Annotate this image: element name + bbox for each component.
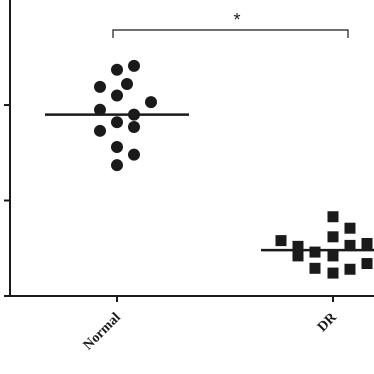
data-point xyxy=(361,258,373,270)
data-point xyxy=(145,96,157,109)
data-point xyxy=(361,237,373,249)
data-point xyxy=(128,59,140,72)
data-point xyxy=(111,116,123,129)
data-point xyxy=(309,262,321,274)
significance-bracket xyxy=(112,29,349,38)
data-point xyxy=(327,250,339,262)
data-point xyxy=(94,124,106,137)
data-point xyxy=(344,239,356,251)
data-point xyxy=(128,148,140,161)
data-point xyxy=(344,222,356,234)
data-point xyxy=(121,78,133,91)
data-point xyxy=(292,250,304,262)
data-point xyxy=(327,267,339,279)
data-point xyxy=(344,263,356,275)
data-point xyxy=(275,235,287,247)
plot-area: Normal DR * xyxy=(4,0,374,353)
data-point xyxy=(327,211,339,223)
data-point xyxy=(327,231,339,243)
data-point xyxy=(94,103,106,116)
data-point xyxy=(94,80,106,93)
data-point xyxy=(309,246,321,258)
data-point xyxy=(111,89,123,102)
data-point xyxy=(128,120,140,133)
data-point xyxy=(111,141,123,154)
data-point xyxy=(111,63,123,76)
data-point xyxy=(111,159,123,172)
data-point xyxy=(292,240,304,252)
annotation: * xyxy=(233,10,240,30)
x-tick-label: Normal xyxy=(81,310,124,353)
x-tick-label: DR xyxy=(315,310,341,336)
